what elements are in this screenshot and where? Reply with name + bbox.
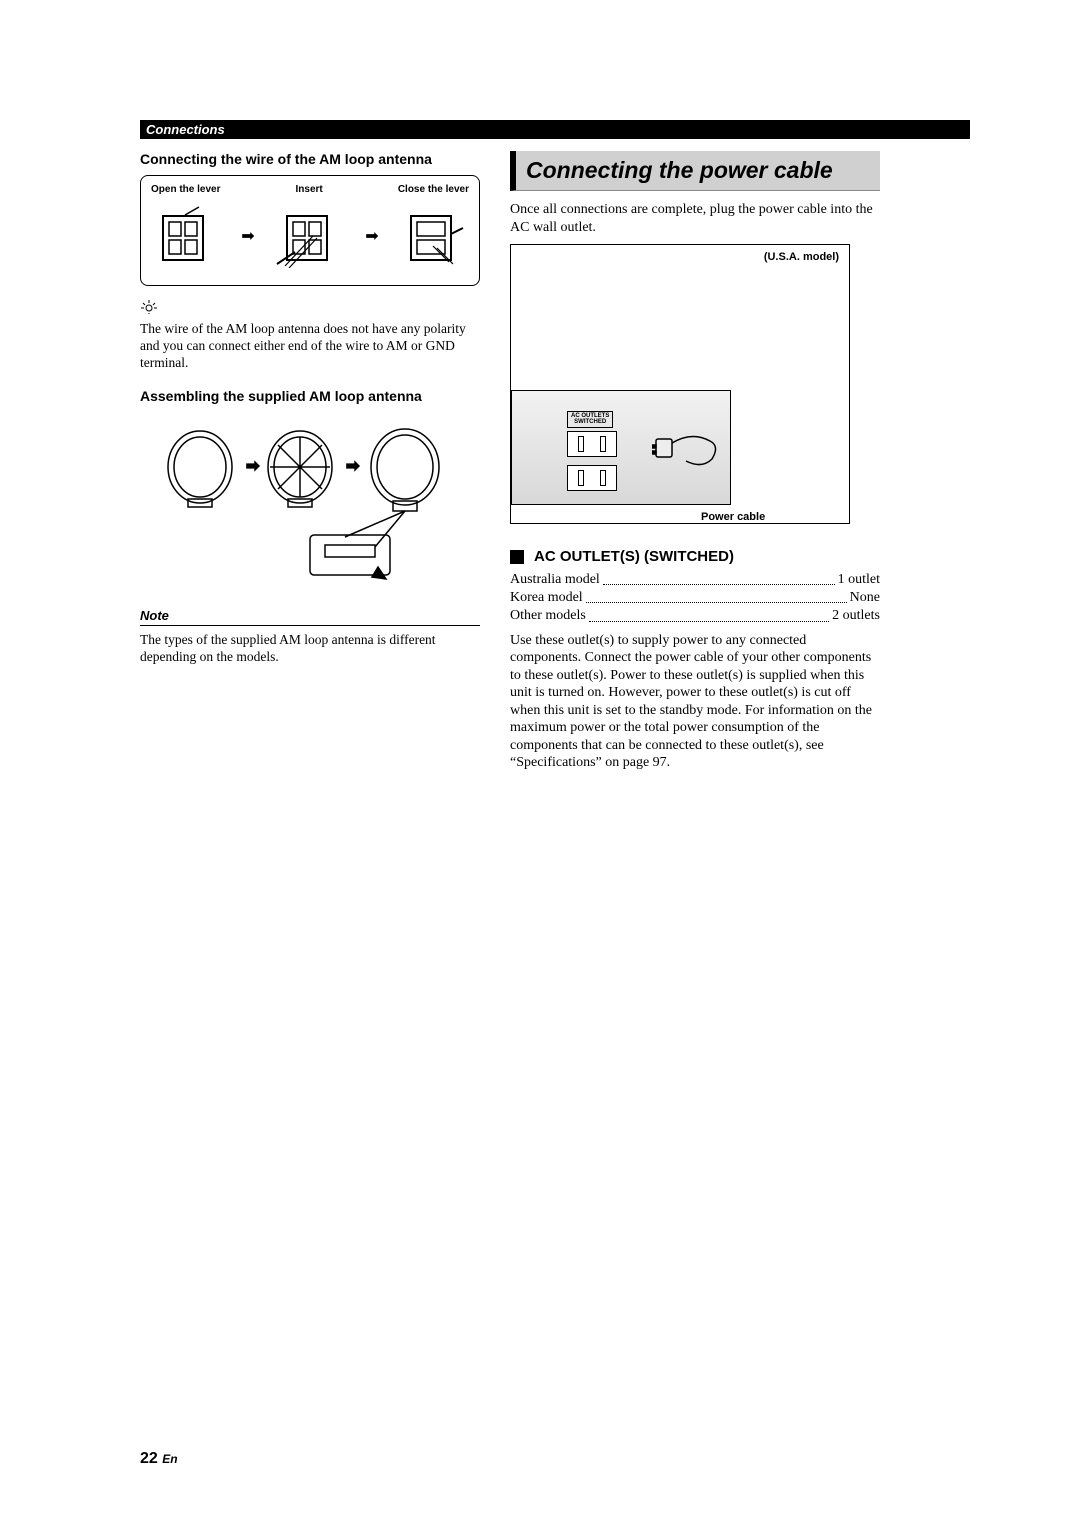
fig1-label3: Close the lever — [398, 184, 469, 195]
terminal-close-illustration — [399, 204, 469, 268]
ac-outlets-label: AC OUTLETS SWITCHED — [567, 411, 613, 428]
left-column: Connecting the wire of the AM loop anten… — [140, 151, 480, 772]
right-column: Connecting the power cable Once all conn… — [510, 151, 880, 772]
outlets-heading-row: AC OUTLET(S) (SWITCHED) — [510, 548, 880, 565]
note-text: The types of the supplied AM loop antenn… — [140, 632, 480, 666]
power-diagram: (U.S.A. model) AC OUTLETS SWITCHED — [510, 244, 850, 524]
antenna-wire-figure: Open the lever Insert Close the lever ➡ — [140, 175, 480, 286]
rear-panel: AC OUTLETS SWITCHED — [511, 390, 731, 505]
tip-text: The wire of the AM loop antenna does not… — [140, 321, 480, 372]
tip-icon — [140, 300, 480, 319]
power-cable-label: Power cable — [701, 511, 765, 523]
fig1-label1: Open the lever — [151, 184, 220, 195]
section-header: Connections — [140, 120, 970, 139]
outlet-row-korea: Korea modelNone — [510, 589, 880, 607]
model-label: (U.S.A. model) — [764, 251, 839, 263]
arrow-icon: ➡ — [365, 226, 378, 246]
arrow-icon: ➡ — [241, 226, 254, 246]
outlet-row-other: Other models2 outlets — [510, 607, 880, 625]
power-intro: Once all connections are complete, plug … — [510, 201, 880, 236]
note-label: Note — [140, 608, 480, 626]
svg-text:➡: ➡ — [346, 458, 359, 475]
assembly-heading: Assembling the supplied AM loop antenna — [140, 388, 480, 404]
outlets-paragraph: Use these outlet(s) to supply power to a… — [510, 632, 880, 772]
page-number: 22 En — [140, 1450, 178, 1468]
svg-text:➡: ➡ — [246, 458, 259, 475]
power-cable-illustration — [652, 421, 722, 471]
ac-outlet-2 — [567, 465, 617, 491]
power-cable-title: Connecting the power cable — [510, 151, 880, 191]
fig1-label2: Insert — [296, 184, 323, 195]
assembly-figure: ➡ ➡ — [140, 412, 480, 592]
outlets-heading: AC OUTLET(S) (SWITCHED) — [534, 548, 734, 565]
terminal-insert-illustration — [275, 204, 345, 268]
square-bullet-icon — [510, 550, 524, 564]
antenna-wire-heading: Connecting the wire of the AM loop anten… — [140, 151, 480, 167]
outlet-row-australia: Australia model1 outlet — [510, 571, 880, 589]
terminal-open-illustration — [151, 204, 221, 268]
ac-outlet-1 — [567, 431, 617, 457]
